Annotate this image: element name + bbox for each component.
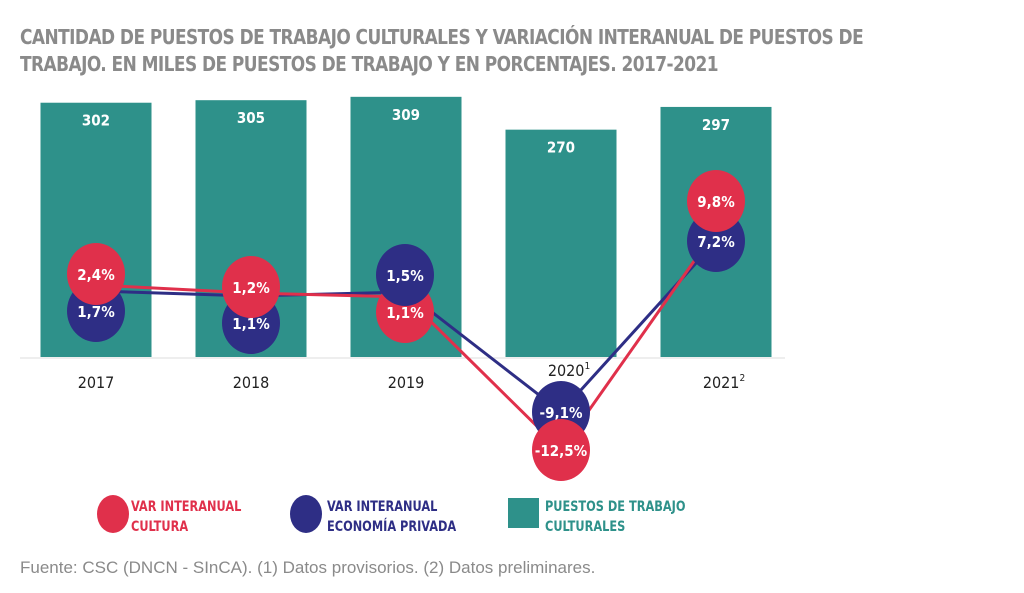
- bar-label: 302: [82, 112, 110, 130]
- point-privada-2019: [376, 244, 434, 306]
- point-label: 7,2%: [697, 233, 735, 251]
- x-tick-label: 20201: [548, 361, 590, 380]
- x-tick-label: 2018: [233, 373, 270, 392]
- point-label: 2,4%: [77, 266, 115, 284]
- legend-label-puestos: PUESTOS DE TRABAJO CULTURALES: [545, 499, 686, 535]
- bar-2020: [505, 129, 617, 357]
- point-label: -12,5%: [535, 442, 588, 460]
- x-tick-label: 2019: [388, 373, 425, 392]
- bar-label: 305: [237, 109, 265, 127]
- legend-label-privada: VAR INTERANUAL ECONOMÍA PRIVADA: [327, 499, 457, 535]
- point-label: 1,7%: [77, 303, 115, 321]
- bar-label: 309: [392, 106, 420, 124]
- x-tick-label: 20212: [703, 373, 745, 392]
- point-label: 1,5%: [386, 267, 424, 285]
- legend-swatch-privada: [290, 495, 322, 533]
- legend-swatch-cultura: [97, 495, 129, 533]
- x-tick-label: 2017: [78, 373, 115, 392]
- point-label: 1,1%: [386, 304, 424, 322]
- point-label: 1,1%: [232, 315, 270, 333]
- point-label: 1,2%: [232, 279, 270, 297]
- bar-label: 270: [547, 139, 575, 157]
- bar-label: 297: [702, 116, 730, 134]
- legend-label-cultura: VAR INTERANUAL CULTURA: [131, 499, 242, 535]
- source-note: Fuente: CSC (DNCN - SInCA). (1) Datos pr…: [20, 558, 596, 577]
- point-cultura-2020: [532, 419, 590, 481]
- point-cultura-2017: [67, 243, 125, 305]
- point-cultura-2021: [687, 170, 745, 232]
- point-label: 9,8%: [697, 193, 735, 211]
- chart-title: CANTIDAD DE PUESTOS DE TRABAJO CULTURALE…: [20, 25, 864, 76]
- point-label: -9,1%: [539, 404, 583, 422]
- point-cultura-2018: [222, 256, 280, 318]
- legend-swatch-puestos: [508, 498, 539, 528]
